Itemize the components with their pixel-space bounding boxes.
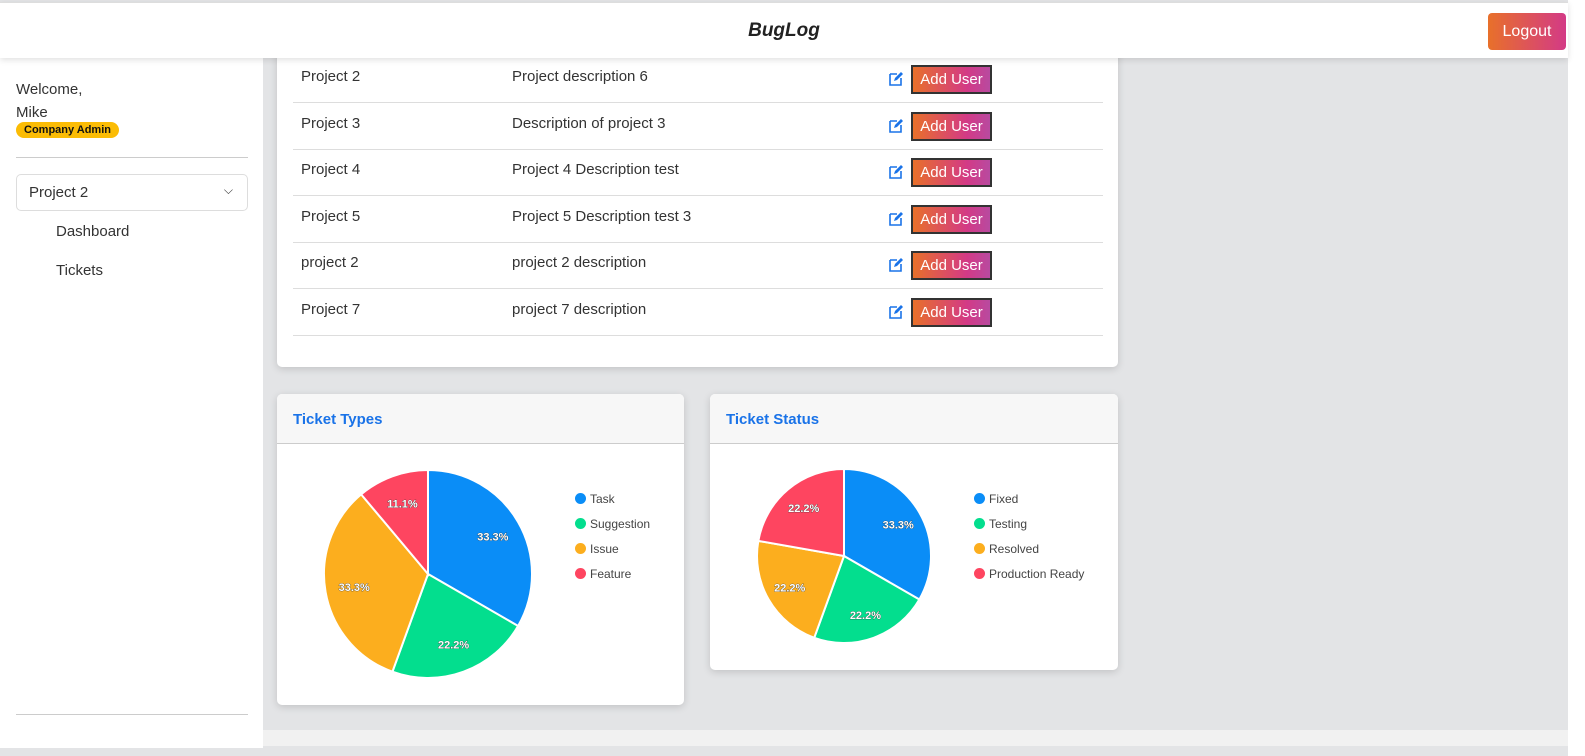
legend-label: Task [590, 491, 615, 506]
table-row: Project 2 Project description 6 Add User [293, 57, 1103, 103]
edit-icon[interactable] [888, 71, 904, 87]
legend-label: Fixed [989, 491, 1019, 506]
ticket-types-pie: 33.3% 22.2% 33.3% 11.1% [323, 468, 533, 679]
edit-icon[interactable] [888, 118, 904, 134]
legend: Fixed Testing Resolved Production Ready [974, 486, 1084, 586]
pie-slice-feature [359, 468, 429, 577]
ticket-status-card: Ticket Status 33.3% 22.2% 22.2% 22.2% Fixed… [710, 394, 1118, 670]
chevron-down-icon: ⌵ [223, 183, 233, 197]
edit-icon[interactable] [888, 164, 904, 180]
data-label: 22.2% [438, 639, 469, 651]
ticket-types-card: Ticket Types 33.3% 22.2% 33.3% 11.1% Task Su… [277, 394, 684, 705]
legend-swatch [575, 568, 586, 579]
add-user-button[interactable]: Add User [911, 297, 992, 327]
pie-slice-resolved [756, 539, 846, 640]
legend-label: Testing [989, 516, 1028, 531]
table-row: Project 3 Description of project 3 Add U… [293, 104, 1103, 150]
edit-icon[interactable] [888, 304, 904, 320]
legend-item[interactable]: Fixed [974, 486, 1084, 511]
project-description: project 2 description [512, 254, 647, 271]
edit-icon[interactable] [888, 211, 904, 227]
legend-item[interactable]: Testing [974, 511, 1084, 536]
sidebar: Welcome, Mike Company Admin Project 2 ⌵ Da… [0, 58, 263, 748]
data-label: 22.2% [850, 610, 881, 622]
project-description: Project 4 Description test [512, 161, 679, 178]
app-title: BugLog [748, 20, 820, 41]
data-label: 11.1% [387, 499, 418, 511]
legend-item[interactable]: Issue [575, 536, 650, 561]
top-bar: BugLog Logout [0, 2, 1568, 58]
legend-label: Resolved [989, 541, 1040, 556]
legend-swatch [974, 518, 985, 529]
data-label: 33.3% [339, 582, 370, 594]
project-select-value: Project 2 [29, 184, 89, 201]
pie-slice-suggestion [391, 572, 520, 679]
project-name: Project 4 [301, 161, 361, 178]
user-name: Mike [16, 104, 48, 121]
project-name: Project 7 [301, 300, 361, 318]
project-select[interactable]: Project 2 ⌵ [16, 174, 248, 211]
legend-swatch [575, 543, 586, 554]
logout-button[interactable]: Logout [1488, 13, 1566, 50]
legend-label: Suggestion [590, 516, 651, 531]
add-user-button[interactable]: Add User [911, 251, 992, 280]
data-label: 22.2% [774, 582, 805, 594]
legend-label: Production Ready [989, 566, 1085, 581]
pie-slice-task [427, 468, 533, 628]
add-user-button[interactable]: Add User [911, 204, 992, 234]
project-name: Project 2 [301, 68, 361, 85]
legend: Task Suggestion Issue Feature [575, 486, 650, 586]
legend-swatch [974, 543, 985, 554]
role-badge: Company Admin [16, 122, 119, 138]
welcome-label: Welcome, [16, 81, 83, 98]
card-title: Ticket Types [277, 394, 684, 444]
divider [16, 157, 248, 158]
divider [16, 714, 248, 715]
legend-swatch [575, 493, 586, 504]
card-title: Ticket Status [710, 394, 1118, 444]
legend-item[interactable]: Suggestion [575, 511, 650, 536]
data-label: 22.2% [788, 503, 819, 515]
project-name: Project 5 [301, 207, 361, 225]
sidebar-item-tickets[interactable]: Tickets [56, 262, 103, 279]
project-name: Project 3 [301, 114, 361, 132]
table-row: Project 7 project 7 description Add User [293, 290, 1103, 336]
ticket-status-pie: 33.3% 22.2% 22.2% 22.2% [756, 467, 932, 644]
table-row: Project 4 Project 4 Description test Add… [293, 150, 1103, 196]
legend-item[interactable]: Feature [575, 561, 650, 586]
table-row: Project 5 Project 5 Description test 3 A… [293, 197, 1103, 243]
pie-slice-fixed [843, 467, 932, 601]
pie-slice-testing [812, 554, 921, 644]
vertical-scrollbar[interactable] [1568, 0, 1585, 756]
table-row: project 2 project 2 description Add User [293, 243, 1103, 289]
project-description: Description of project 3 [512, 114, 666, 132]
sidebar-item-dashboard[interactable]: Dashboard [56, 223, 130, 240]
project-description: Project 5 Description test 3 [512, 207, 692, 225]
project-name: project 2 [301, 254, 359, 271]
legend-swatch [974, 568, 985, 579]
project-description: Project description 6 [512, 68, 648, 85]
legend-label: Issue [590, 541, 619, 556]
legend-swatch [974, 493, 985, 504]
horizontal-scrollbar[interactable] [263, 730, 1568, 746]
pie-slice-production-ready [757, 467, 845, 558]
project-description: project 7 description [512, 300, 647, 318]
edit-icon[interactable] [888, 257, 904, 273]
legend-item[interactable]: Task [575, 486, 650, 511]
pie-slice-issue [323, 492, 430, 674]
legend-item[interactable]: Resolved [974, 536, 1084, 561]
data-label: 33.3% [883, 520, 914, 532]
welcome-text: Welcome, Mike [16, 78, 82, 124]
legend-swatch [575, 518, 586, 529]
projects-card: Project 2 Project description 6 Add User… [277, 20, 1118, 367]
legend-label: Feature [590, 566, 632, 581]
add-user-button[interactable]: Add User [911, 111, 992, 141]
add-user-button[interactable]: Add User [911, 158, 992, 187]
legend-item[interactable]: Production Ready [974, 561, 1084, 586]
data-label: 33.3% [477, 532, 508, 544]
add-user-button[interactable]: Add User [911, 65, 992, 94]
